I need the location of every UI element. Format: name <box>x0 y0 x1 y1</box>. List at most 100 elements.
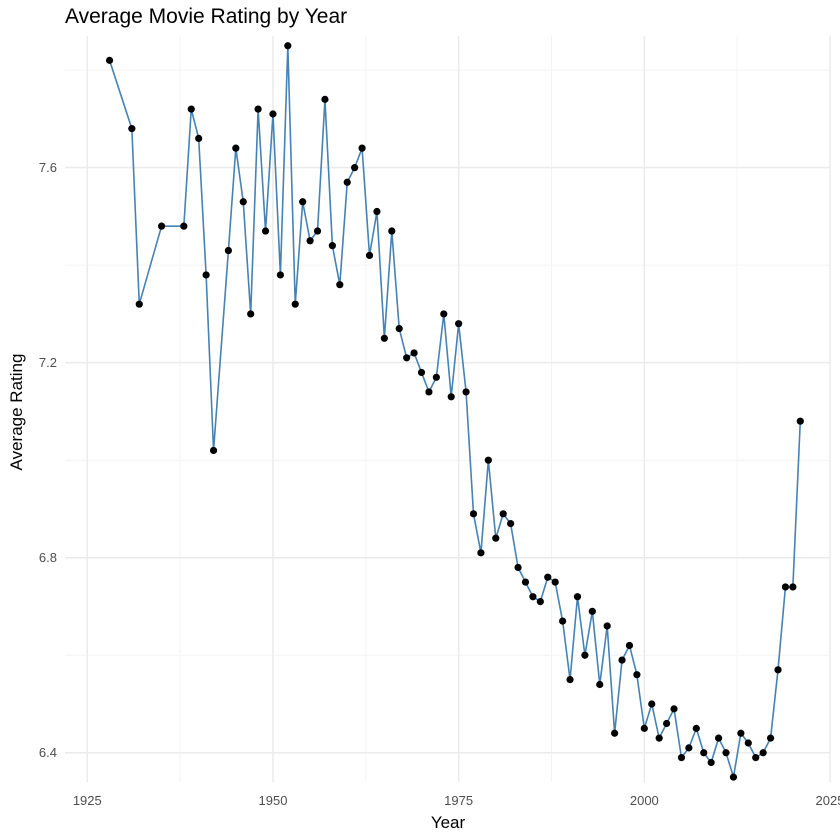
data-point <box>254 105 262 113</box>
data-point <box>373 207 381 216</box>
x-axis-title: Year <box>431 813 466 832</box>
data-point <box>477 549 485 557</box>
data-point <box>388 227 396 235</box>
y-axis-title: Average Rating <box>7 354 26 471</box>
x-tick-label: 2000 <box>630 793 659 808</box>
data-point <box>328 242 336 250</box>
data-point <box>581 651 589 659</box>
data-point <box>469 510 478 518</box>
data-point <box>462 388 470 396</box>
data-point <box>514 563 522 572</box>
data-point <box>618 656 626 664</box>
data-point <box>796 417 804 425</box>
data-point <box>195 134 203 142</box>
data-point <box>224 246 232 255</box>
data-point <box>425 388 433 396</box>
data-point <box>336 281 344 289</box>
data-point <box>625 641 634 650</box>
data-point <box>365 251 374 260</box>
data-point <box>663 719 671 728</box>
data-point <box>291 300 299 308</box>
data-point <box>269 110 277 118</box>
x-tick-label: 1925 <box>73 793 102 808</box>
data-point <box>157 222 166 230</box>
data-point <box>135 300 143 308</box>
points-layer <box>105 42 804 781</box>
data-point <box>633 671 641 679</box>
data-point <box>781 583 790 591</box>
data-point <box>737 729 745 737</box>
data-point <box>202 271 210 279</box>
series-line <box>108 44 802 778</box>
data-point <box>596 680 604 689</box>
data-point <box>306 237 314 245</box>
data-point <box>455 320 463 328</box>
data-point <box>551 578 559 586</box>
data-point <box>759 749 767 757</box>
data-point <box>766 734 775 742</box>
chart-title: Average Movie Rating by Year <box>65 5 347 28</box>
data-point <box>640 724 648 732</box>
data-point <box>752 754 760 762</box>
tick-labels: 1925 1950 1975 2000 2025 6.4 6.8 7.2 7.6 <box>39 160 840 808</box>
data-point <box>247 310 255 318</box>
data-point <box>685 744 693 752</box>
data-point <box>700 749 708 757</box>
x-tick-label: 1975 <box>444 793 473 808</box>
data-point <box>351 164 359 172</box>
y-tick-label: 7.6 <box>39 160 57 175</box>
data-point <box>410 349 418 357</box>
data-point <box>670 705 678 713</box>
data-point <box>313 227 322 235</box>
data-point <box>714 734 723 742</box>
data-point <box>729 773 738 781</box>
data-point <box>239 198 247 206</box>
data-point <box>447 393 455 401</box>
data-point <box>544 573 552 581</box>
data-point <box>677 754 686 762</box>
grid <box>65 36 831 782</box>
data-point <box>284 42 292 50</box>
x-tick-label: 2025 <box>816 793 840 808</box>
data-point <box>529 593 537 601</box>
data-point <box>603 622 611 630</box>
data-point <box>209 446 218 455</box>
data-point <box>321 95 329 103</box>
data-point <box>521 578 530 586</box>
series-layer <box>108 44 802 778</box>
data-point <box>403 354 411 362</box>
data-point <box>789 583 797 591</box>
data-point <box>774 666 782 674</box>
data-point <box>744 739 752 747</box>
data-point <box>559 617 567 625</box>
data-point <box>440 310 448 318</box>
y-tick-label: 6.8 <box>39 550 57 565</box>
data-point <box>507 519 515 528</box>
data-point <box>276 271 284 279</box>
data-point <box>187 105 195 113</box>
data-point <box>611 729 619 737</box>
data-point <box>128 125 136 133</box>
data-point <box>722 749 730 757</box>
data-point <box>395 324 403 333</box>
data-point <box>588 607 596 615</box>
data-point <box>380 334 388 342</box>
x-tick-label: 1950 <box>259 793 288 808</box>
y-tick-label: 7.2 <box>39 355 57 370</box>
data-point <box>573 593 582 601</box>
data-point <box>536 597 544 606</box>
data-point <box>648 700 656 708</box>
data-point <box>358 144 366 152</box>
data-point <box>566 676 574 684</box>
data-point <box>432 373 440 381</box>
data-point <box>417 368 426 377</box>
data-point <box>484 456 492 464</box>
data-point <box>105 56 114 64</box>
data-point <box>180 222 188 230</box>
data-point <box>261 227 270 235</box>
data-point <box>492 534 500 542</box>
data-point <box>299 198 307 206</box>
data-point <box>232 144 240 152</box>
